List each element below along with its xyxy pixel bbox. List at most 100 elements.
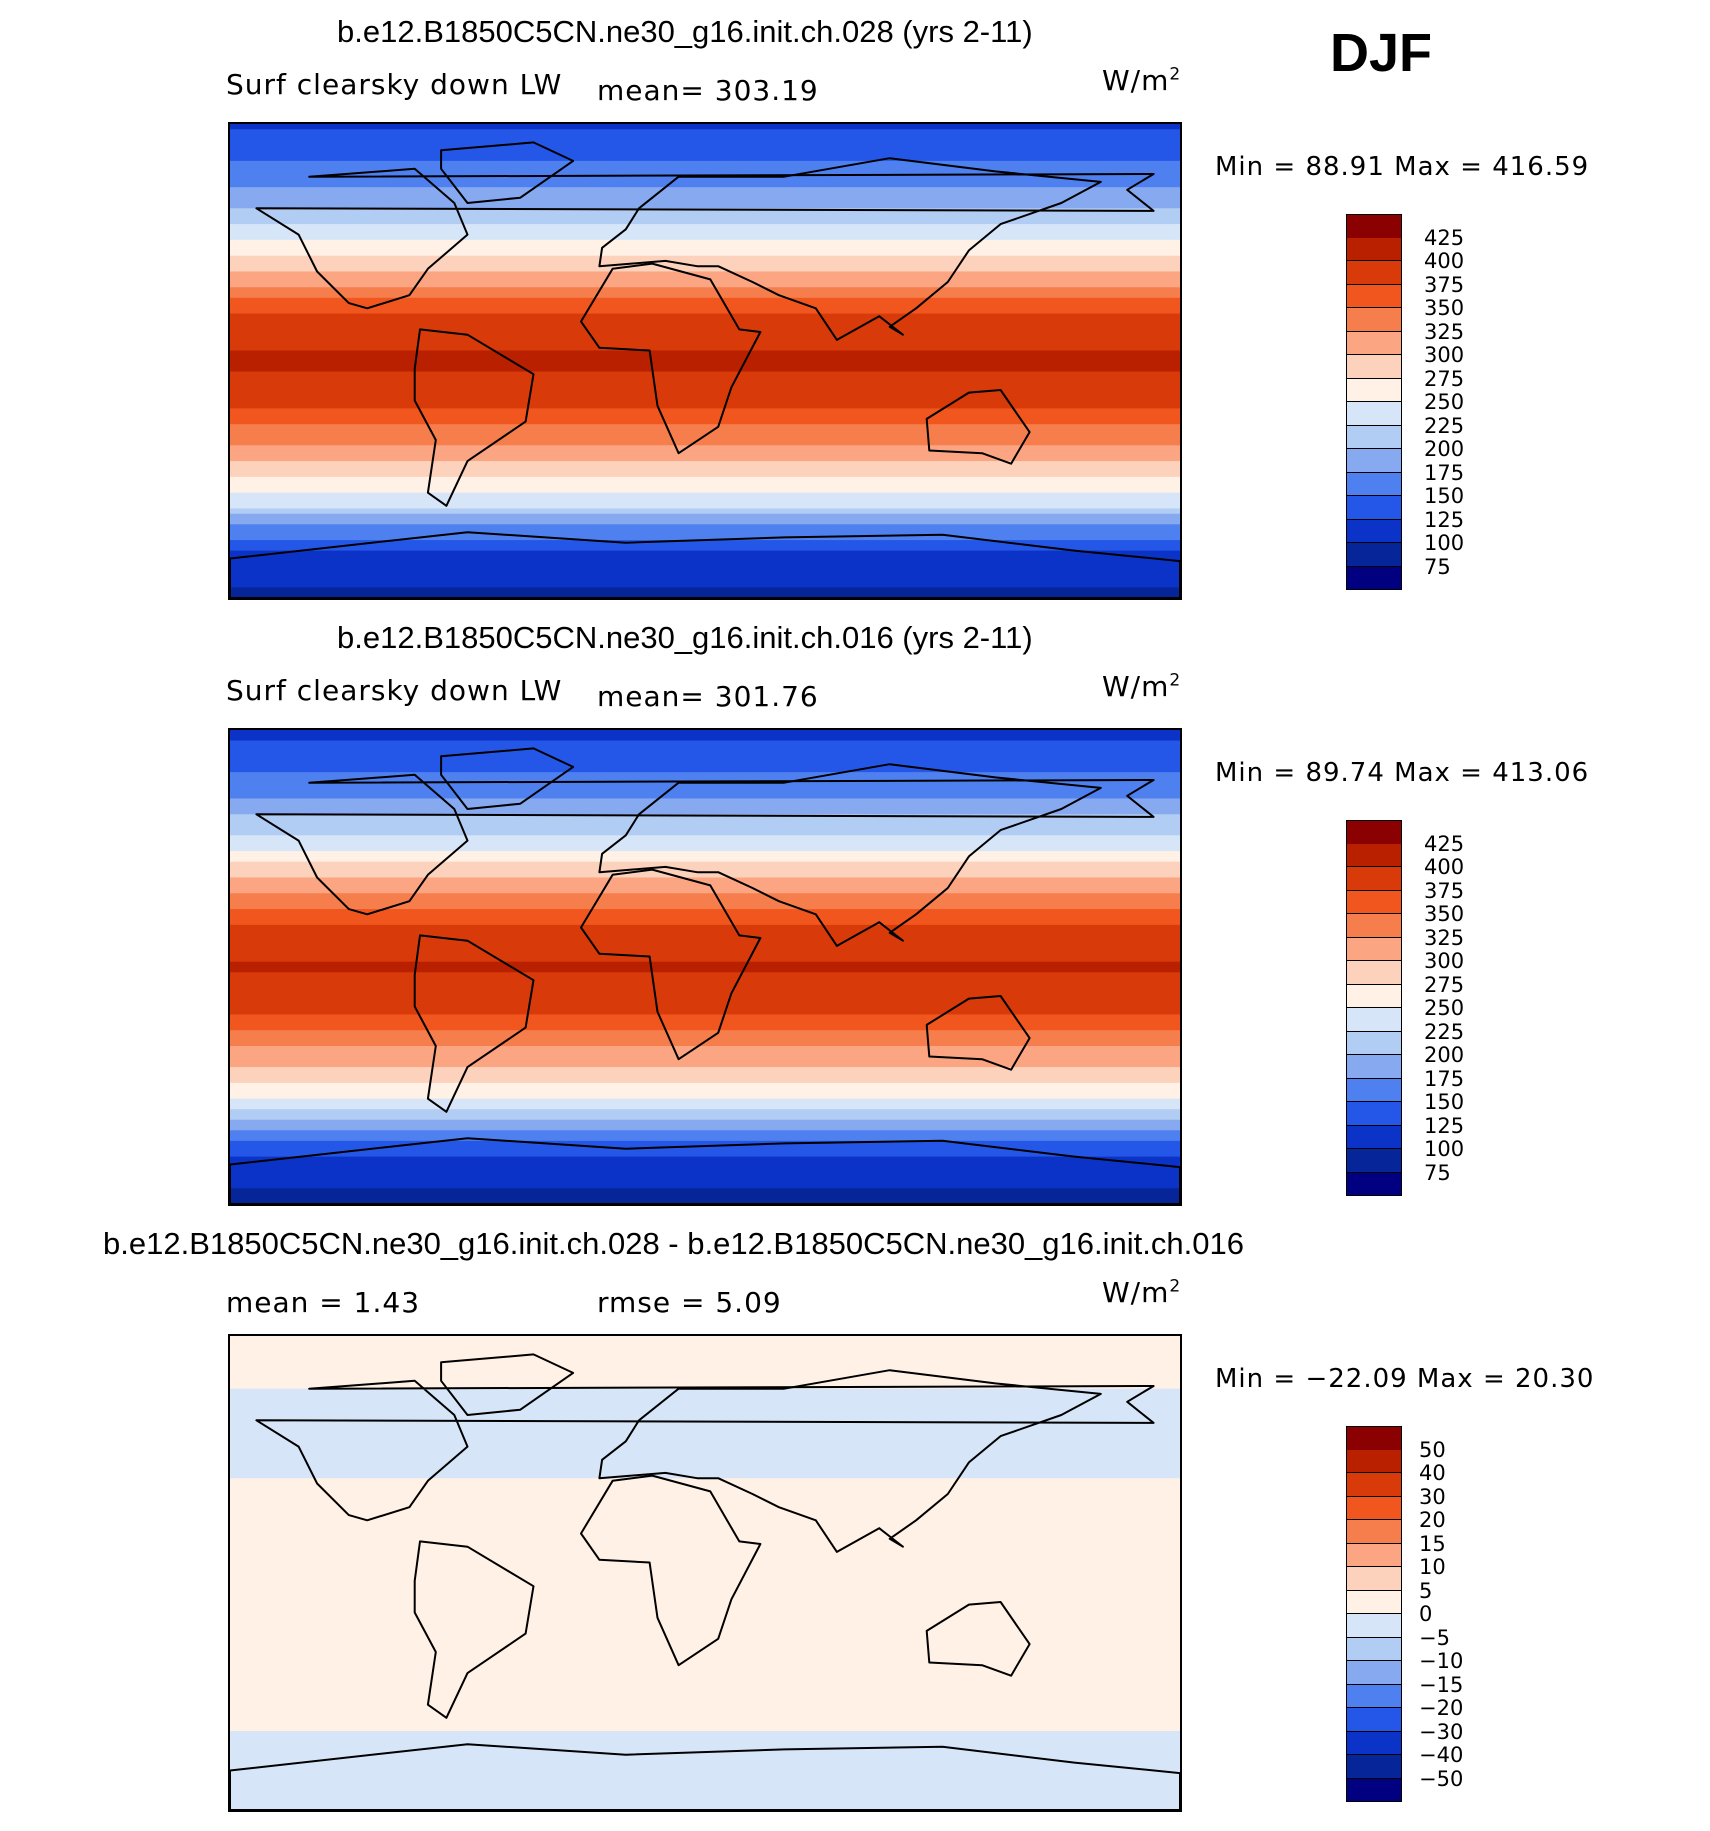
field-band bbox=[230, 476, 1180, 483]
field-band bbox=[230, 1799, 1180, 1806]
colorbar-swatch bbox=[1346, 1449, 1402, 1473]
colorbar-tick-label: −5 bbox=[1419, 1625, 1450, 1650]
field-band bbox=[230, 229, 1180, 236]
field-band bbox=[230, 940, 1180, 947]
field-band bbox=[230, 334, 1180, 341]
field-band bbox=[230, 1425, 1180, 1432]
field-band bbox=[230, 1788, 1180, 1795]
field-band bbox=[230, 1699, 1180, 1706]
field-band bbox=[230, 1715, 1180, 1722]
field-band bbox=[230, 1103, 1180, 1110]
field-band bbox=[230, 187, 1180, 194]
colorbar-tick-label: 350 bbox=[1424, 902, 1465, 926]
coastline-north-america bbox=[255, 167, 1155, 310]
colorbar-swatch bbox=[1346, 1055, 1402, 1079]
mean-label: mean = 1.43 bbox=[226, 1286, 421, 1319]
colorbar-swatch bbox=[1346, 308, 1402, 332]
colorbar-tick-label: 325 bbox=[1424, 925, 1465, 950]
colorbar-tick-label: 200 bbox=[1424, 437, 1465, 461]
colorbar-swatch bbox=[1346, 237, 1402, 261]
field-band bbox=[230, 1599, 1180, 1606]
colorbar-tick-label: −15 bbox=[1419, 1672, 1464, 1697]
field-band bbox=[230, 124, 1180, 130]
field-band bbox=[230, 487, 1180, 494]
field-band bbox=[230, 297, 1180, 304]
colorbar-swatch bbox=[1346, 425, 1402, 449]
colorbar-swatch bbox=[1346, 890, 1402, 914]
colorbar-swatch bbox=[1346, 1590, 1402, 1614]
colorbar-swatch bbox=[1346, 1426, 1402, 1451]
coastline-south-america bbox=[413, 328, 535, 507]
field-band bbox=[230, 171, 1180, 178]
coastline-greenland bbox=[440, 1353, 575, 1416]
colorbar-swatch bbox=[1346, 402, 1402, 426]
field-band bbox=[230, 803, 1180, 810]
colorbar-swatch bbox=[1346, 1172, 1402, 1196]
field-band bbox=[230, 914, 1180, 921]
colorbar-tick-label: −40 bbox=[1419, 1743, 1464, 1767]
field-band bbox=[230, 540, 1180, 546]
field-band bbox=[230, 1620, 1180, 1627]
colorbar-tick-label: 50 bbox=[1419, 1437, 1446, 1462]
colorbar-tick-label: 175 bbox=[1424, 460, 1465, 485]
field-band bbox=[230, 930, 1180, 936]
field-band bbox=[230, 1557, 1180, 1564]
field-band bbox=[230, 1019, 1180, 1026]
field-band bbox=[230, 245, 1180, 251]
colorbar-swatch bbox=[1346, 1755, 1402, 1779]
colorbar-tick-label: 250 bbox=[1424, 390, 1465, 414]
field-band bbox=[230, 945, 1180, 952]
field-band bbox=[230, 1783, 1180, 1790]
field-band bbox=[230, 545, 1180, 552]
variable-label: Surf clearsky down LW bbox=[226, 68, 563, 101]
field-band bbox=[230, 529, 1180, 536]
colorbar-swatch bbox=[1346, 1149, 1402, 1173]
colorbar-swatch bbox=[1346, 1567, 1402, 1591]
colorbar-tick-label: 15 bbox=[1419, 1531, 1446, 1556]
colorbar-swatch bbox=[1346, 1637, 1402, 1661]
field-band bbox=[230, 440, 1180, 446]
coastline-australia bbox=[925, 389, 1031, 465]
field-band bbox=[230, 466, 1180, 473]
colorbar-swatch bbox=[1346, 1031, 1402, 1055]
field-band bbox=[230, 408, 1180, 415]
colorbar-swatch bbox=[1346, 1684, 1402, 1708]
field-band bbox=[230, 1024, 1180, 1031]
field-band bbox=[230, 1040, 1180, 1047]
field-band bbox=[230, 313, 1180, 320]
colorbar-tick-label: 5 bbox=[1419, 1578, 1433, 1603]
colorbar-tick-label: −30 bbox=[1419, 1719, 1464, 1744]
field-band bbox=[230, 208, 1180, 215]
colorbar-tick-label: 100 bbox=[1424, 531, 1465, 555]
field-band bbox=[230, 1794, 1180, 1801]
field-band bbox=[230, 835, 1180, 842]
units-exponent: 2 bbox=[1169, 670, 1182, 691]
coastline-south-america bbox=[413, 934, 535, 1113]
field-band bbox=[230, 1372, 1180, 1379]
field-band bbox=[230, 972, 1180, 979]
field-band bbox=[230, 482, 1180, 488]
field-band bbox=[230, 1604, 1180, 1611]
field-band bbox=[230, 967, 1180, 973]
field-band bbox=[230, 1156, 1180, 1163]
coastline-north-america bbox=[255, 773, 1155, 916]
colorbar-tick-label: 30 bbox=[1419, 1484, 1446, 1509]
field-band bbox=[230, 1067, 1180, 1073]
field-band bbox=[230, 1336, 1180, 1342]
colorbar-tick-label: 275 bbox=[1424, 972, 1465, 997]
field-band bbox=[230, 292, 1180, 299]
field-band bbox=[230, 587, 1180, 594]
map-plot bbox=[228, 1334, 1182, 1812]
units-exponent: 2 bbox=[1169, 1276, 1182, 1297]
field-band bbox=[230, 1188, 1180, 1195]
field-band bbox=[230, 982, 1180, 989]
field-band bbox=[230, 1030, 1180, 1037]
field-band bbox=[230, 956, 1180, 963]
field-band bbox=[230, 898, 1180, 905]
field-band bbox=[230, 893, 1180, 900]
field-band bbox=[230, 872, 1180, 879]
field-band bbox=[230, 809, 1180, 815]
field-band bbox=[230, 176, 1180, 183]
field-band bbox=[230, 1472, 1180, 1479]
panel-title: b.e12.B1850C5CN.ne30_g16.init.ch.028 (yr… bbox=[337, 14, 1033, 49]
